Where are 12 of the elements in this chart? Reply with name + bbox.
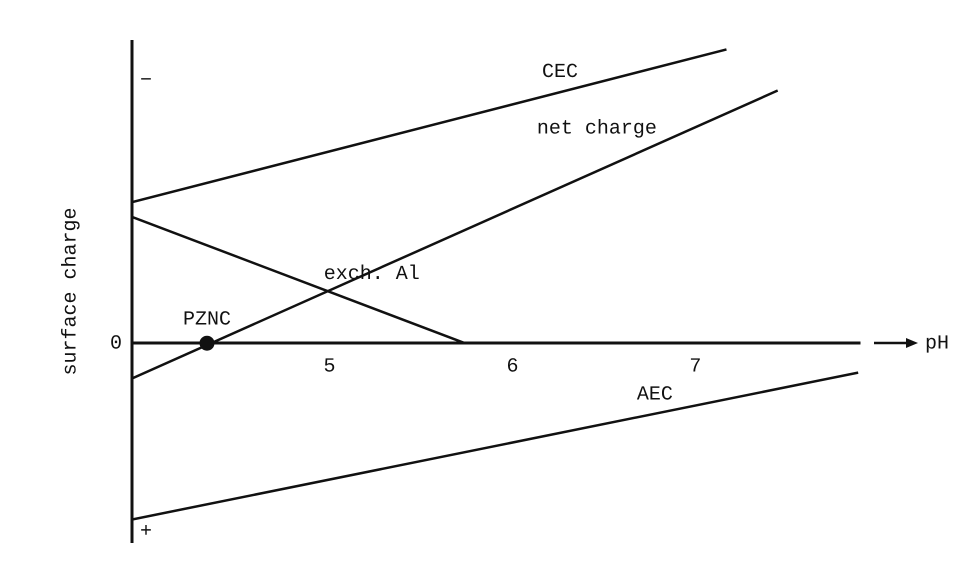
x-axis-title: pH [925, 332, 950, 356]
series-label: CEC [542, 60, 578, 84]
series-label: AEC [636, 383, 673, 406]
x-tick-label: 5 [324, 356, 336, 379]
text: 0 [110, 332, 122, 356]
y-axis-title: surface charge [59, 207, 82, 376]
annotation: − [140, 69, 152, 92]
annotation: PZNC [182, 308, 232, 332]
x-tick-label: 6 [506, 356, 518, 379]
text: + [140, 520, 152, 544]
series-label: net charge [536, 118, 657, 141]
x-tick-label: 7 [689, 356, 702, 379]
